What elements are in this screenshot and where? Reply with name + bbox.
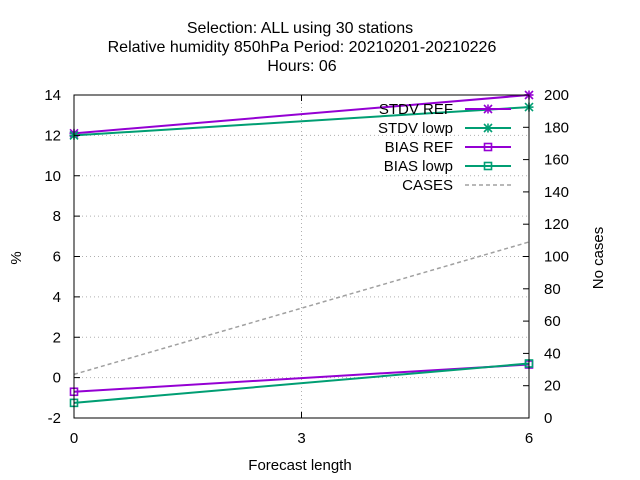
y-tick-label: 6	[53, 249, 61, 266]
legend: STDV REF STDV lowp BIAS REF BIAS lowp CASES	[378, 101, 511, 194]
y2-tick-label: 100	[544, 249, 569, 266]
y2-tick-label: 60	[544, 313, 561, 330]
y-tick-label: 8	[53, 208, 61, 225]
legend-marker-bias-ref	[483, 142, 493, 152]
y2-tick-label: 80	[544, 281, 561, 298]
series-line-stdv-lowp	[73, 106, 530, 137]
y-axis-right: 0 20 40 60 80 100 120 140 160 180 200	[523, 87, 569, 427]
y-tick-label: 0	[53, 370, 61, 387]
y-axis-left: -2 0 2 4 6 8 10 12 14	[44, 87, 80, 427]
legend-label-bias-lowp: BIAS lowp	[384, 158, 453, 175]
y-axis-label: %	[8, 251, 25, 264]
title-line-selection: Selection: ALL using 30 stations	[187, 20, 413, 37]
title-line-hours: Hours: 06	[267, 58, 336, 75]
series-line-stdv-ref	[73, 94, 530, 135]
y2-tick-label: 140	[544, 184, 569, 201]
legend-label-stdv-lowp: STDV lowp	[378, 120, 453, 137]
y-tick-label: 4	[53, 289, 61, 306]
y2-axis-label: No cases	[590, 227, 607, 290]
series-layer	[69, 90, 534, 408]
legend-marker-bias-lowp	[483, 161, 493, 171]
series-line-cases	[73, 241, 530, 376]
x-tick-label: 0	[70, 430, 78, 447]
series-line-bias-lowp	[73, 362, 530, 404]
y-tick-label: 14	[44, 87, 61, 104]
y2-tick-label: 200	[544, 87, 569, 104]
legend-marker-stdv-lowp	[483, 123, 493, 133]
y-tick-label: 10	[44, 168, 61, 185]
x-tick-label: 6	[525, 430, 533, 447]
y-tick-label: 2	[53, 329, 61, 346]
y2-tick-label: 180	[544, 119, 569, 136]
y2-tick-label: 160	[544, 152, 569, 169]
y2-tick-label: 40	[544, 345, 561, 362]
y2-tick-label: 20	[544, 378, 561, 395]
chart-title: Selection: ALL using 30 stations Relativ…	[108, 20, 497, 75]
series-line-bias-ref	[73, 363, 530, 393]
y-tick-label: -2	[48, 410, 61, 427]
legend-label-bias-ref: BIAS REF	[385, 139, 453, 156]
x-axis-label: Forecast length	[248, 457, 351, 474]
y2-tick-label: 0	[544, 410, 552, 427]
y-tick-label: 12	[44, 127, 61, 144]
legend-marker-stdv-ref	[483, 104, 493, 114]
x-tick-label: 3	[297, 430, 305, 447]
title-line-parameter: Relative humidity 850hPa Period: 2021020…	[108, 39, 497, 56]
legend-label-cases: CASES	[402, 177, 453, 194]
legend-label-stdv-ref: STDV REF	[379, 101, 453, 118]
y2-tick-label: 120	[544, 216, 569, 233]
x-axis: 0 3 6	[70, 95, 533, 447]
